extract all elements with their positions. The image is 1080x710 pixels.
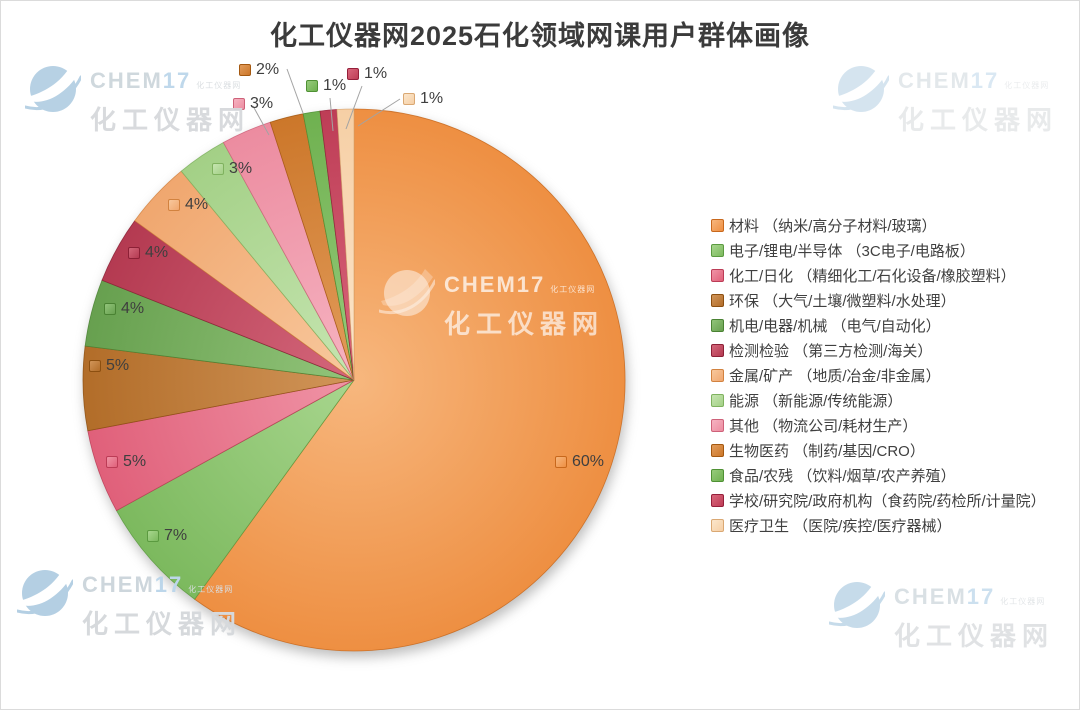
label-value: 2% — [256, 61, 280, 78]
label-key-swatch — [239, 64, 251, 76]
label-value: 5% — [123, 453, 147, 470]
legend-item-8[interactable]: 能源 （新能源/传统能源） — [711, 388, 1046, 413]
data-label: 3% — [233, 95, 273, 113]
legend-item-12[interactable]: 学校/研究院/政府机构（食药院/药检所/计量院） — [711, 488, 1046, 513]
legend-label: 食品/农残 （饮料/烟草/农产养殖） — [729, 468, 956, 485]
data-label: 3% — [212, 160, 252, 178]
data-label: 60% — [555, 453, 604, 471]
legend-key-swatch — [711, 369, 724, 382]
label-value: 1% — [420, 90, 444, 107]
label-value: 4% — [145, 244, 169, 261]
legend-item-9[interactable]: 其他 （物流公司/耗材生产） — [711, 413, 1046, 438]
data-label: 4% — [168, 196, 208, 214]
legend: 材料 （纳米/高分子材料/玻璃） 电子/锂电/半导体 （3C电子/电路板） 化工/日… — [711, 213, 1046, 538]
data-label: 5% — [106, 453, 146, 471]
legend-key-swatch — [711, 219, 724, 232]
legend-item-5[interactable]: 机电/电器/机械 （电气/自动化） — [711, 313, 1046, 338]
label-value: 4% — [121, 300, 145, 317]
legend-item-7[interactable]: 金属/矿产 （地质/冶金/非金属） — [711, 363, 1046, 388]
label-value: 1% — [364, 65, 388, 82]
legend-label: 环保 （大气/土壤/微塑料/水处理） — [729, 293, 956, 310]
legend-label: 医疗卫生 （医院/疾控/医疗器械） — [729, 518, 952, 535]
legend-label: 化工/日化 （精细化工/石化设备/橡胶塑料） — [729, 268, 1016, 285]
data-label: 4% — [128, 244, 168, 262]
data-label: 1% — [306, 77, 346, 95]
label-key-swatch — [347, 68, 359, 80]
leader-line — [329, 97, 334, 132]
legend-label: 学校/研究院/政府机构（食药院/药检所/计量院） — [729, 493, 1046, 510]
legend-key-swatch — [711, 244, 724, 257]
leader-line — [286, 68, 304, 114]
label-value: 5% — [106, 357, 130, 374]
legend-item-6[interactable]: 检测检验 （第三方检测/海关） — [711, 338, 1046, 363]
data-label: 7% — [147, 527, 187, 545]
legend-key-swatch — [711, 294, 724, 307]
legend-key-swatch — [711, 444, 724, 457]
legend-key-swatch — [711, 344, 724, 357]
label-leader-lines — [252, 68, 401, 136]
label-value: 4% — [185, 196, 209, 213]
label-key-swatch — [233, 98, 245, 110]
label-key-swatch — [555, 456, 567, 468]
label-key-swatch — [306, 80, 318, 92]
label-key-swatch — [147, 530, 159, 542]
label-value: 7% — [164, 527, 188, 544]
data-label: 5% — [89, 357, 129, 375]
data-label: 1% — [403, 90, 443, 108]
legend-label: 金属/矿产 （地质/冶金/非金属） — [729, 368, 941, 385]
label-key-swatch — [128, 247, 140, 259]
label-value: 3% — [250, 95, 274, 112]
legend-item-1[interactable]: 材料 （纳米/高分子材料/玻璃） — [711, 213, 1046, 238]
legend-key-swatch — [711, 269, 724, 282]
label-key-swatch — [104, 303, 116, 315]
label-key-swatch — [168, 199, 180, 211]
legend-key-swatch — [711, 494, 724, 507]
legend-label: 检测检验 （第三方检测/海关） — [729, 343, 933, 360]
label-key-swatch — [106, 456, 118, 468]
legend-key-swatch — [711, 519, 724, 532]
data-label: 2% — [239, 61, 279, 79]
data-label: 1% — [347, 65, 387, 83]
legend-item-10[interactable]: 生物医药 （制药/基因/CRO） — [711, 438, 1046, 463]
legend-label: 电子/锂电/半导体 （3C电子/电路板） — [729, 243, 975, 260]
legend-label: 材料 （纳米/高分子材料/玻璃） — [729, 218, 937, 235]
legend-item-2[interactable]: 电子/锂电/半导体 （3C电子/电路板） — [711, 238, 1046, 263]
legend-item-11[interactable]: 食品/农残 （饮料/烟草/农产养殖） — [711, 463, 1046, 488]
pie-slice-1[interactable] — [194, 108, 626, 652]
legend-item-3[interactable]: 化工/日化 （精细化工/石化设备/橡胶塑料） — [711, 263, 1046, 288]
chart-title: 化工仪器网2025石化领域网课用户群体画像 — [269, 21, 811, 51]
legend-label: 其他 （物流公司/耗材生产） — [729, 418, 918, 435]
label-value: 1% — [323, 77, 347, 94]
leader-line — [345, 85, 363, 130]
data-label: 4% — [104, 300, 144, 318]
label-key-swatch — [89, 360, 101, 372]
legend-item-4[interactable]: 环保 （大气/土壤/微塑料/水处理） — [711, 288, 1046, 313]
legend-label: 能源 （新能源/传统能源） — [729, 393, 903, 410]
label-value: 60% — [572, 453, 605, 470]
legend-key-swatch — [711, 394, 724, 407]
pie-slices — [82, 108, 626, 652]
legend-item-13[interactable]: 医疗卫生 （医院/疾控/医疗器械） — [711, 513, 1046, 538]
legend-label: 生物医药 （制药/基因/CRO） — [729, 443, 925, 460]
label-key-swatch — [212, 163, 224, 175]
legend-key-swatch — [711, 319, 724, 332]
leader-line — [357, 98, 401, 127]
legend-label: 机电/电器/机械 （电气/自动化） — [729, 318, 941, 335]
label-value: 3% — [229, 160, 253, 177]
label-key-swatch — [403, 93, 415, 105]
pie-slice-13[interactable] — [336, 108, 355, 381]
leader-line — [252, 105, 270, 136]
pie-slice-2[interactable] — [115, 379, 355, 600]
legend-key-swatch — [711, 469, 724, 482]
legend-key-swatch — [711, 419, 724, 432]
